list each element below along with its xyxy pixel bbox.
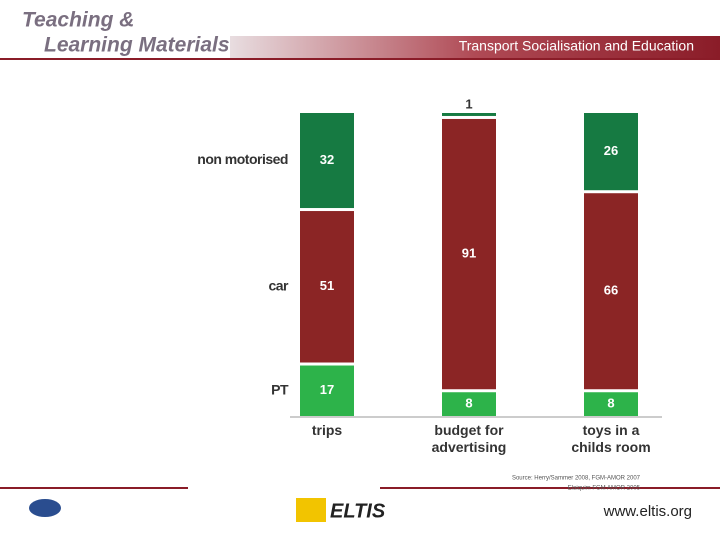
bar-segment: [300, 365, 354, 416]
category-label: trips: [311, 422, 343, 438]
title-line: Learning Materials: [44, 34, 230, 57]
source: Source: Herry/Sammer 2008, FGM-AMOR 2007: [512, 476, 641, 482]
category-label: budget for advertising: [431, 422, 507, 455]
bar-segment: [584, 193, 638, 390]
data-label: 1: [465, 96, 472, 111]
data-label: 51: [320, 278, 334, 293]
footer-rule: [0, 487, 188, 489]
logo-icon: [296, 498, 326, 522]
bar-segment: [300, 113, 354, 209]
category-label: toys in a childs room: [571, 422, 651, 455]
banner-text: Transport Socialisation and Education: [459, 38, 694, 54]
logo-text: ELTIS: [330, 500, 386, 522]
data-label: 17: [320, 382, 334, 397]
bar-segment: [300, 211, 354, 363]
bar-segment: [584, 113, 638, 191]
legend-label: non motorised: [197, 151, 288, 167]
data-label: 91: [462, 246, 476, 261]
logo-icon: [29, 499, 61, 517]
bar-segment: [584, 392, 638, 416]
title-line: Teaching &: [22, 9, 134, 32]
data-label: 66: [604, 283, 618, 298]
url: www.eltis.org: [603, 503, 692, 520]
banner: [230, 36, 720, 58]
data-label: 8: [465, 396, 472, 411]
data-label: 26: [604, 143, 618, 158]
data-label: 8: [607, 396, 614, 411]
source: Elaiquim FGM AMOR 2005: [568, 486, 641, 492]
data-label: 32: [320, 152, 334, 167]
bar-segment: [442, 113, 496, 116]
legend-label: PT: [271, 381, 289, 397]
bar-segment: [442, 118, 496, 390]
header-rule: [0, 58, 720, 60]
footer-rule: [380, 487, 720, 489]
bar-segment: [442, 392, 496, 416]
legend-label: car: [268, 277, 289, 293]
